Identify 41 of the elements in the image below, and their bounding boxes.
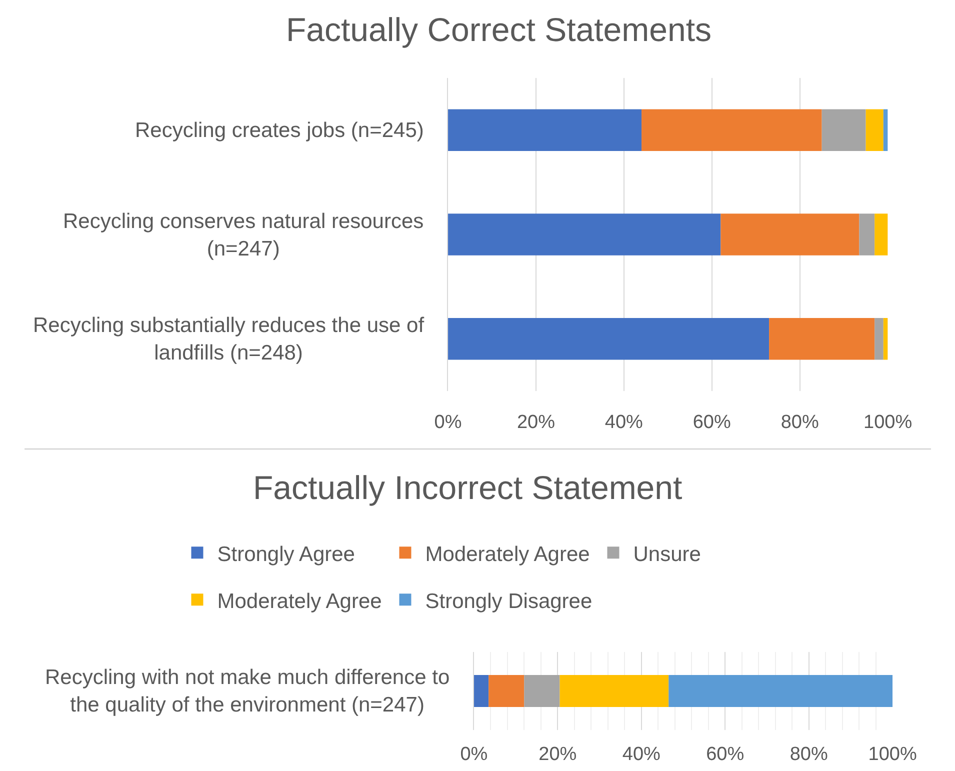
x-tick-label: 100% [868, 744, 917, 765]
bar [448, 214, 721, 256]
x-tick-label: 60% [706, 744, 744, 765]
x-tick-label: 0% [434, 412, 462, 433]
bar [874, 318, 884, 360]
bar [720, 214, 860, 256]
x-tick-label: 20% [538, 744, 577, 765]
legend-label: Unsure [633, 542, 701, 566]
chart-title: Factually Correct Statements [286, 11, 712, 48]
bar [866, 109, 884, 152]
chart-title: Factually Incorrect Statement [253, 469, 682, 506]
x-tick-label: 80% [790, 744, 828, 765]
y-tick-label: Recycling substantially reduces the use of landfills (n=248) [33, 314, 424, 364]
legend-label: Moderately Agree [217, 590, 382, 613]
x-tick-label: 40% [604, 412, 644, 433]
x-tick-label: 0% [460, 744, 488, 765]
bar [883, 109, 888, 152]
legend-label: Moderately Agree [425, 542, 590, 566]
y-tick-label: Recycling conserves natural resources (n=247) [63, 210, 424, 260]
legend-label: Strongly Agree [217, 542, 355, 566]
bar [769, 318, 875, 360]
bar [642, 109, 822, 152]
bar [448, 318, 770, 360]
x-tick-label: 40% [622, 744, 661, 765]
bar [448, 109, 642, 152]
bar [488, 675, 524, 707]
bar [560, 675, 669, 707]
x-tick-label: 100% [863, 412, 912, 433]
bar [874, 214, 888, 256]
legend-label: Strongly Disagree [425, 590, 592, 613]
bar [822, 109, 866, 152]
y-tick-label: Recycling creates jobs (n=245) [135, 119, 424, 142]
bar [474, 675, 489, 707]
x-tick-label: 80% [780, 412, 819, 433]
x-tick-label: 20% [516, 412, 556, 433]
x-tick-label: 60% [692, 412, 732, 433]
bar [883, 318, 888, 360]
bar [668, 675, 893, 707]
bar [524, 675, 560, 707]
y-tick-label: Recycling with not make much difference to the quality of the environment (n=247) [45, 666, 450, 716]
bar [859, 214, 875, 256]
